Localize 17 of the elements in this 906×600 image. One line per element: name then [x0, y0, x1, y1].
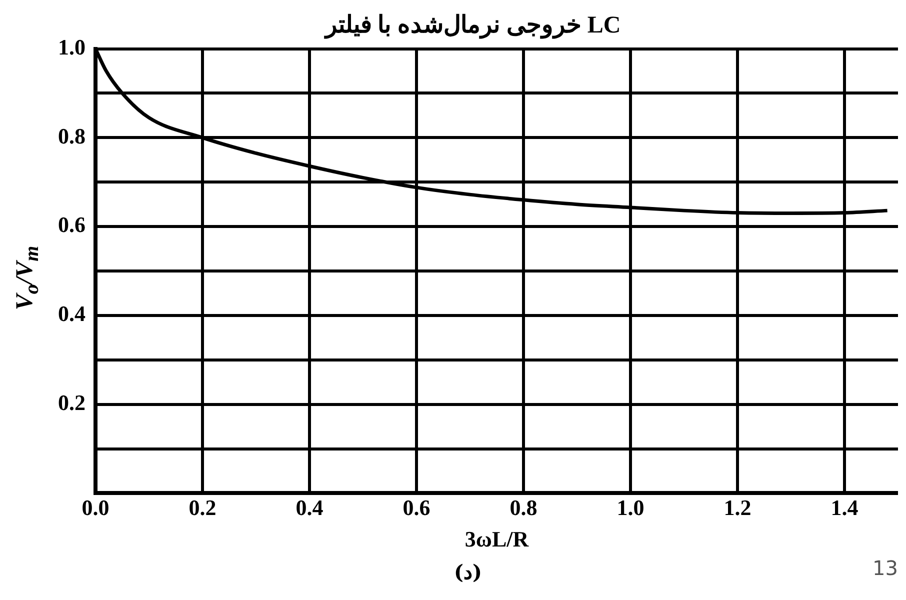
text: 1.0: [58, 34, 86, 60]
y-tick-label: 0.8: [58, 123, 86, 148]
x-tick-label: 1.2: [724, 495, 752, 520]
x-tick-label: 0.4: [296, 495, 324, 520]
text: 0.0: [82, 495, 110, 520]
x-tick-label: 1.4: [830, 495, 858, 520]
y-tick-label: 0.2: [58, 390, 86, 416]
y-tick-label: 0.6: [58, 212, 86, 238]
x-axis-title: 3ωL/R: [464, 526, 530, 552]
text: 1.0: [616, 495, 644, 520]
x-tick-label: 0.2: [188, 495, 216, 520]
chart-title: خروجی نرمال‌شده با فیلتر LC: [323, 12, 621, 40]
x-tick-label: 0.6: [402, 495, 430, 520]
text: (د): [454, 560, 482, 584]
text: 13: [872, 556, 898, 580]
y-tick-label: 0.4: [58, 301, 86, 326]
x-tick-label: 0.8: [510, 495, 538, 520]
